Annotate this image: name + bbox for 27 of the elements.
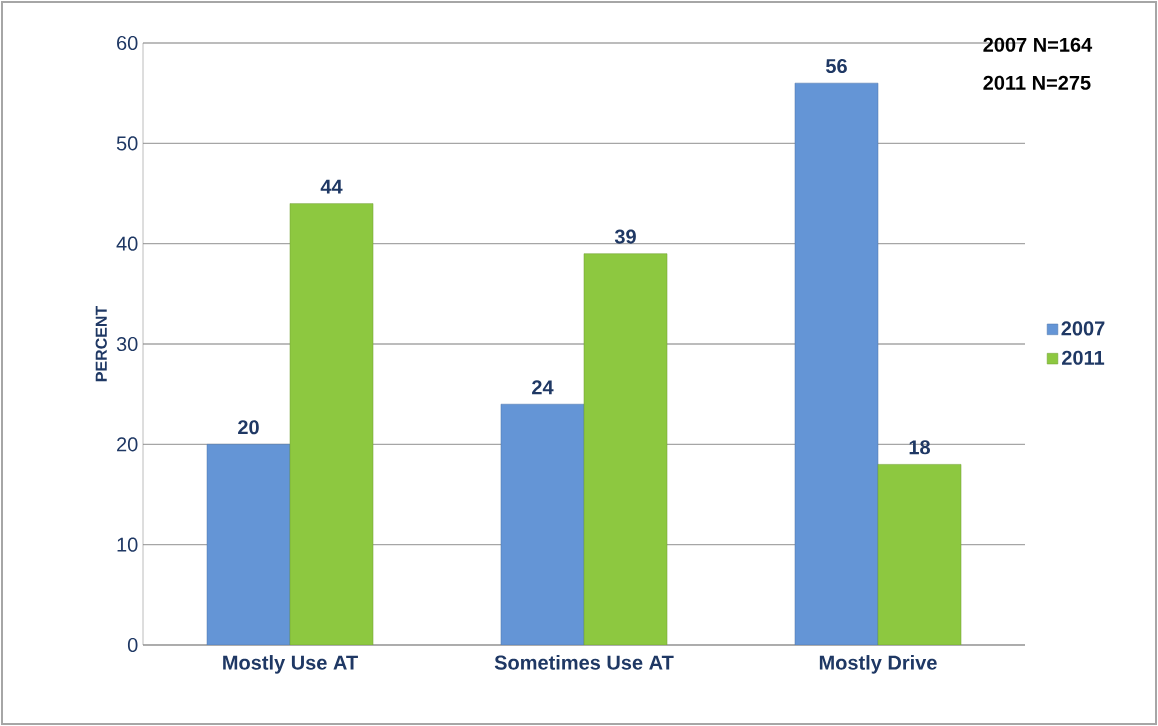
data-label: 20 xyxy=(238,420,259,435)
annotation: 2011 N=275 xyxy=(983,75,1091,90)
bar xyxy=(583,253,668,645)
data-label: 24 xyxy=(532,380,554,395)
bar xyxy=(877,464,962,645)
y-tick-label: 30 xyxy=(116,336,138,352)
legend-label: 2007 xyxy=(1061,321,1105,336)
y-tick-label: 60 xyxy=(117,35,138,51)
y-tick-label: 10 xyxy=(117,537,138,552)
x-tick-label: Mostly Use AT xyxy=(223,655,358,674)
data-label: 18 xyxy=(909,440,930,455)
y-tick-label: 0 xyxy=(127,637,138,653)
bar xyxy=(794,82,879,645)
y-tick-label: 50 xyxy=(116,136,138,151)
legend-label: 2011 xyxy=(1062,350,1105,365)
x-tick-label: Mostly Drive xyxy=(819,655,937,674)
data-label: 39 xyxy=(614,229,636,244)
data-label: 44 xyxy=(320,179,343,194)
y-tick-label: 20 xyxy=(117,437,138,452)
bar xyxy=(500,403,585,645)
data-label: 56 xyxy=(825,58,847,74)
bar xyxy=(206,444,291,645)
x-tick-label: Sometimes Use AT xyxy=(494,655,674,670)
annotation: 2007 N=164 xyxy=(983,37,1093,52)
bar xyxy=(289,203,374,645)
y-axis-title: PERCENT xyxy=(95,305,107,382)
y-tick-label: 40 xyxy=(116,236,138,251)
